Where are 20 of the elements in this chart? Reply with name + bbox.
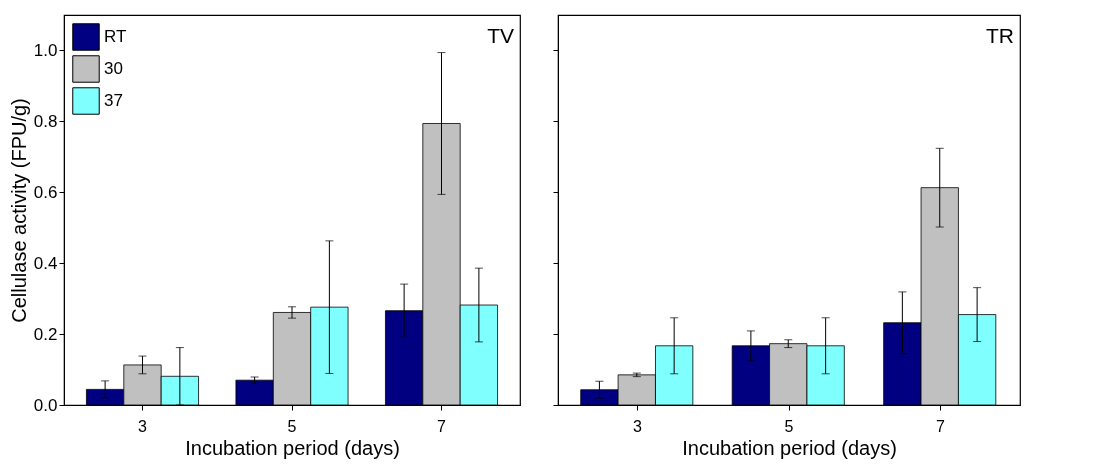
legend-label: 37 — [104, 91, 123, 110]
x-axis-title: Incubation period (days) — [185, 436, 400, 459]
y-tick-label: 0.6 — [33, 182, 58, 202]
y-tick-label: 0.2 — [33, 324, 58, 344]
x-tick-label: 5 — [784, 417, 794, 435]
y-tick-label: 0.4 — [33, 253, 58, 273]
legend-label: RT — [104, 27, 127, 46]
x-tick-label: 3 — [633, 417, 643, 435]
y-tick-label: 1.0 — [33, 40, 58, 60]
y-tick-label: 0.0 — [33, 395, 58, 415]
y-tick-label: 0.8 — [33, 111, 58, 131]
x-axis-title: Incubation period (days) — [682, 436, 897, 459]
chart-title: TV — [487, 24, 514, 47]
x-tick-label: 7 — [437, 417, 447, 435]
x-tick-label: 3 — [138, 417, 148, 435]
y-axis-title: Cellulase activity (FPU/g) — [7, 98, 30, 323]
legend-label: 30 — [104, 59, 123, 78]
x-tick-label: 7 — [936, 417, 946, 435]
chart-title: TR — [986, 24, 1014, 47]
x-tick-label: 5 — [287, 417, 297, 435]
